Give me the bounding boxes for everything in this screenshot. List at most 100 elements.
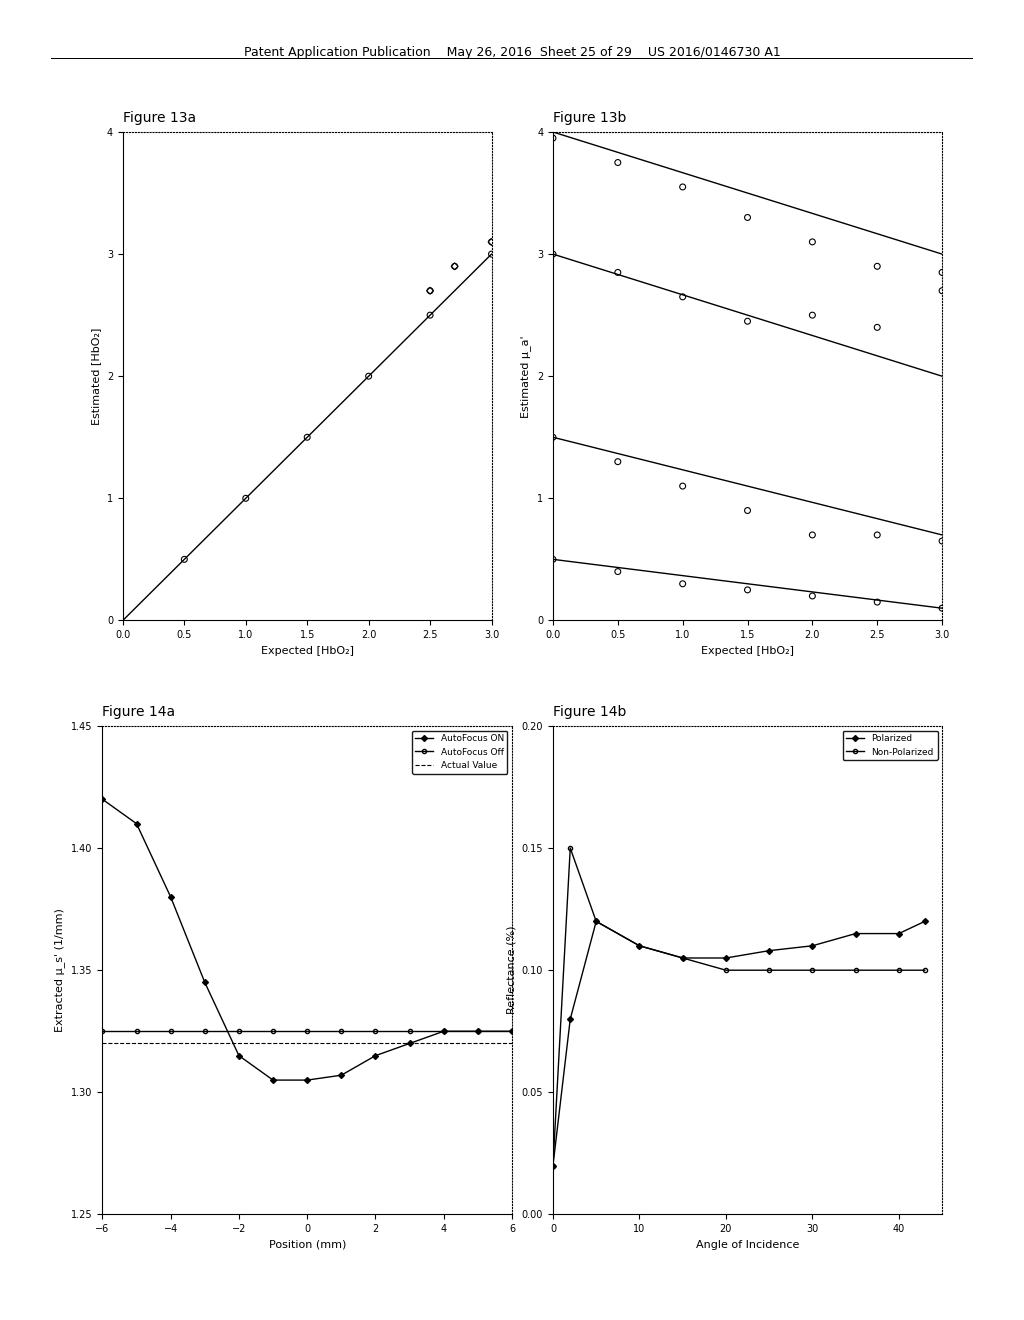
Point [483, 231, 500, 252]
Polarized [893, 925, 905, 941]
Actual Value [301, 1035, 313, 1051]
Text: Patent Application Publication    May 26, 2016  Sheet 25 of 29    US 2016/014673: Patent Application Publication May 26, 2… [244, 46, 780, 59]
Non-Polarized [720, 962, 732, 978]
Non-Polarized [677, 950, 689, 966]
AutoFocus Off [199, 1023, 211, 1039]
Polarized [564, 1011, 577, 1027]
Non-Polarized [547, 1158, 559, 1173]
AutoFocus ON [370, 1048, 382, 1064]
Point [299, 426, 315, 447]
AutoFocus Off [370, 1023, 382, 1039]
AutoFocus Off [506, 1023, 518, 1039]
AutoFocus Off [267, 1023, 280, 1039]
Point [739, 207, 756, 228]
Non-Polarized [893, 962, 905, 978]
Non-Polarized [763, 962, 775, 978]
Point [545, 128, 561, 149]
Line: AutoFocus Off: AutoFocus Off [100, 1030, 514, 1034]
Point [934, 598, 950, 619]
Polarized [850, 925, 862, 941]
Point [609, 561, 626, 582]
Point [739, 310, 756, 331]
Polarized [763, 942, 775, 958]
Line: Polarized: Polarized [551, 919, 927, 1168]
Point [422, 280, 438, 301]
Point [869, 317, 886, 338]
AutoFocus Off [232, 1023, 245, 1039]
Point [804, 231, 820, 252]
AutoFocus Off [165, 1023, 177, 1039]
Y-axis label: Estimated [HbO₂]: Estimated [HbO₂] [91, 327, 101, 425]
Polarized [919, 913, 931, 929]
Non-Polarized [564, 840, 577, 855]
Non-Polarized [590, 913, 602, 929]
Text: Figure 14a: Figure 14a [102, 705, 175, 719]
Point [483, 243, 500, 264]
Legend: AutoFocus ON, AutoFocus Off, Actual Value: AutoFocus ON, AutoFocus Off, Actual Valu… [412, 730, 508, 774]
Point [804, 586, 820, 607]
AutoFocus ON [199, 974, 211, 990]
X-axis label: Angle of Incidence: Angle of Incidence [696, 1239, 799, 1250]
Point [869, 256, 886, 277]
X-axis label: Expected [HbO₂]: Expected [HbO₂] [261, 645, 353, 656]
Polarized [547, 1158, 559, 1173]
Point [176, 549, 193, 570]
Point [934, 531, 950, 552]
Text: Figure 13a: Figure 13a [123, 111, 196, 125]
Point [739, 579, 756, 601]
AutoFocus ON [301, 1072, 313, 1088]
Point [422, 280, 438, 301]
AutoFocus Off [335, 1023, 347, 1039]
Polarized [633, 937, 645, 953]
Text: Figure 14b: Figure 14b [553, 705, 627, 719]
Y-axis label: Extracted μ_s' (1/mm): Extracted μ_s' (1/mm) [54, 908, 66, 1032]
AutoFocus ON [403, 1035, 416, 1051]
Point [934, 261, 950, 282]
AutoFocus ON [335, 1068, 347, 1084]
Line: Non-Polarized: Non-Polarized [551, 846, 927, 1168]
Point [675, 177, 691, 198]
Legend: Polarized, Non-Polarized: Polarized, Non-Polarized [843, 730, 938, 760]
Polarized [590, 913, 602, 929]
AutoFocus ON [130, 816, 142, 832]
Point [545, 549, 561, 570]
AutoFocus Off [472, 1023, 484, 1039]
Line: AutoFocus ON: AutoFocus ON [100, 797, 514, 1082]
Point [739, 500, 756, 521]
AutoFocus ON [96, 792, 109, 808]
Point [675, 475, 691, 496]
Point [609, 261, 626, 282]
Actual Value [335, 1035, 347, 1051]
AutoFocus ON [267, 1072, 280, 1088]
Text: Figure 13b: Figure 13b [553, 111, 627, 125]
Point [675, 286, 691, 308]
Point [545, 243, 561, 264]
Polarized [720, 950, 732, 966]
Point [804, 305, 820, 326]
Point [869, 524, 886, 545]
AutoFocus Off [96, 1023, 109, 1039]
AutoFocus Off [437, 1023, 450, 1039]
AutoFocus ON [472, 1023, 484, 1039]
X-axis label: Expected [HbO₂]: Expected [HbO₂] [701, 645, 794, 656]
AutoFocus ON [506, 1023, 518, 1039]
AutoFocus Off [301, 1023, 313, 1039]
Point [675, 573, 691, 594]
Polarized [806, 937, 818, 953]
Non-Polarized [919, 962, 931, 978]
Polarized [677, 950, 689, 966]
Point [869, 591, 886, 612]
Point [934, 280, 950, 301]
Point [238, 487, 254, 508]
Point [609, 451, 626, 473]
Point [545, 426, 561, 447]
Non-Polarized [806, 962, 818, 978]
Non-Polarized [850, 962, 862, 978]
Y-axis label: Estimated μ_a': Estimated μ_a' [520, 335, 531, 417]
AutoFocus ON [165, 890, 177, 906]
Y-axis label: Reflectance (%): Reflectance (%) [506, 925, 516, 1015]
Point [804, 524, 820, 545]
Point [360, 366, 377, 387]
Point [446, 256, 463, 277]
Point [422, 305, 438, 326]
